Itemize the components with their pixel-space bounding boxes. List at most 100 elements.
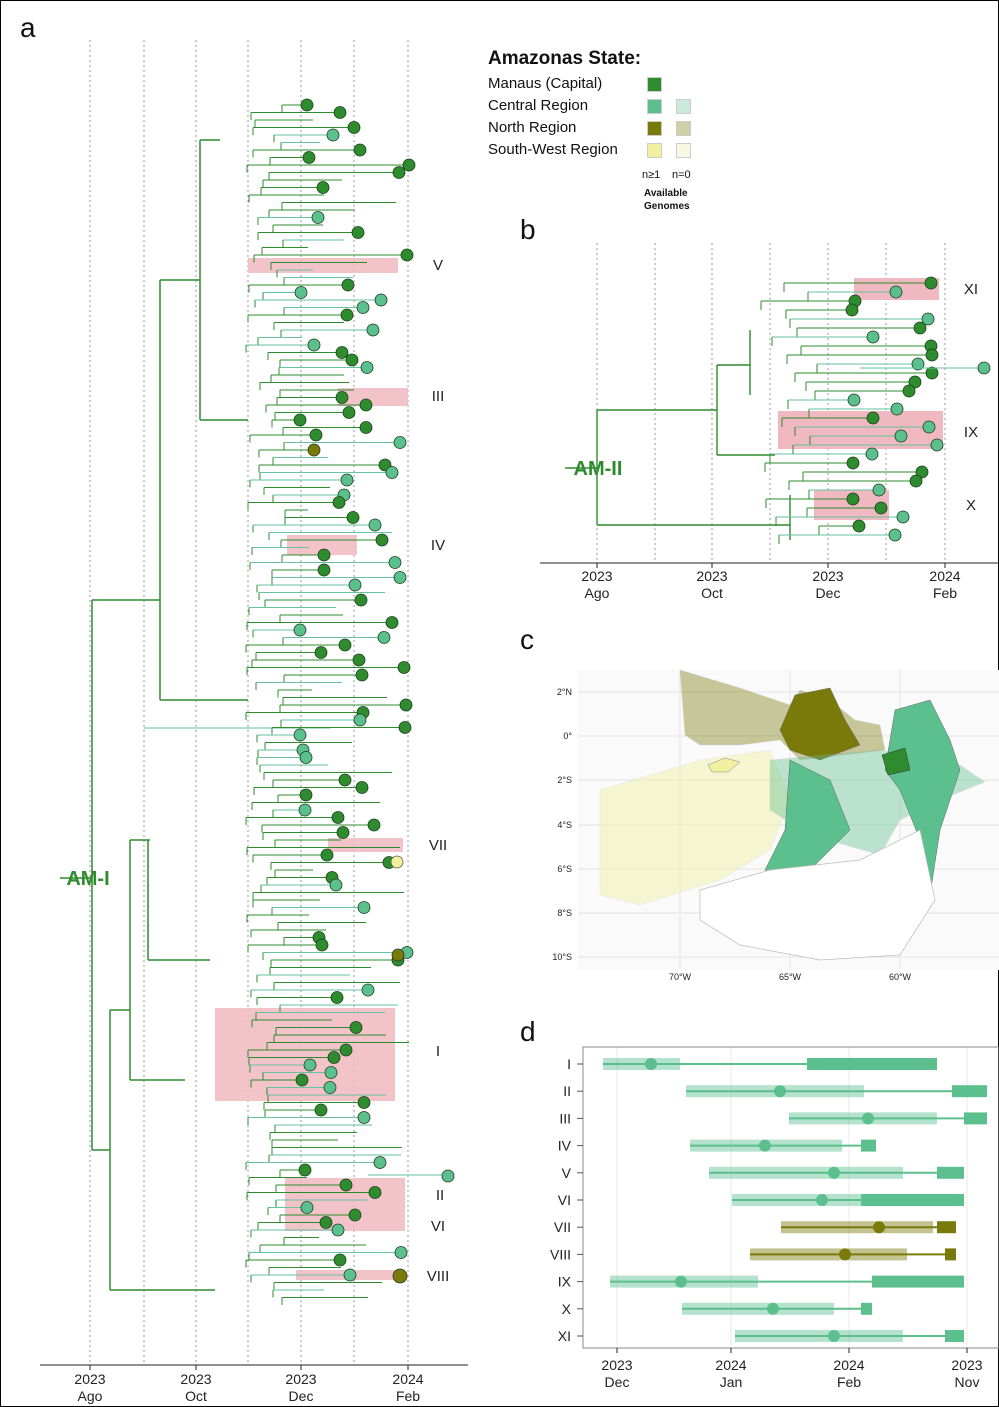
tip-point (339, 1043, 353, 1057)
tip-point (324, 1066, 338, 1079)
interval-range (861, 1139, 876, 1152)
tip-point (293, 728, 307, 742)
tip-point (331, 811, 345, 824)
tick-label: Ago (585, 585, 610, 601)
tip-point (314, 646, 328, 659)
tip-point (357, 1111, 371, 1124)
lon-label: 70°W (669, 972, 692, 982)
tip-point (317, 563, 331, 577)
interval-point (862, 1112, 874, 1125)
tip-point (874, 501, 888, 515)
tip-point (911, 357, 925, 371)
tick-label: Ago (78, 1388, 103, 1404)
category-label: V (562, 1165, 572, 1181)
lat-label: 2°S (557, 775, 572, 785)
tip-point (326, 128, 340, 142)
cluster-label: VII (429, 837, 447, 854)
tip-point (977, 361, 991, 375)
lineage-label: AM-II (574, 458, 623, 480)
tick-label: 2023 (581, 568, 612, 584)
tip-point (314, 1103, 328, 1117)
tip-point (319, 1216, 333, 1229)
interval-point (816, 1194, 828, 1206)
lat-label: 10°S (552, 952, 572, 962)
cluster-label: VIII (427, 1268, 450, 1285)
legend-swatch (647, 99, 662, 114)
tip-point (340, 473, 354, 487)
lon-label: 65°W (779, 972, 802, 982)
tick-label: Nov (955, 1374, 980, 1390)
tip-point (341, 278, 355, 292)
cluster-label: VI (431, 1218, 445, 1235)
tip-point (342, 406, 356, 419)
cluster-label: II (436, 1187, 444, 1204)
tip-point (925, 366, 939, 380)
tip-point (388, 556, 402, 569)
interval-point (839, 1248, 851, 1261)
interval-range (945, 1330, 964, 1342)
tick-label: Feb (837, 1374, 861, 1390)
legend-swatch (647, 77, 662, 92)
tip-point (309, 428, 323, 442)
tip-point (915, 465, 929, 479)
interval-point (828, 1330, 840, 1342)
legend-swatch (676, 99, 691, 114)
tick-label: 2024 (929, 568, 960, 584)
tip-point (339, 1178, 353, 1192)
tip-point (307, 338, 321, 352)
tip-point (354, 593, 368, 607)
interval-range (750, 1248, 907, 1261)
map-region-southwest (599, 749, 791, 906)
tick-label: Jan (720, 1374, 743, 1390)
tick-label: 2024 (833, 1357, 864, 1373)
tip-point (865, 447, 879, 461)
tick-label: 2023 (696, 568, 727, 584)
tick-label: 2023 (601, 1357, 632, 1373)
cluster-label: X (966, 497, 976, 514)
interval-point (675, 1275, 687, 1288)
cluster-highlight (248, 258, 398, 273)
legend-swatch (647, 143, 662, 158)
legend-row-southwest: South-West Region (488, 140, 718, 162)
tip-point (922, 420, 936, 434)
tip-point (335, 391, 349, 404)
tip-point (394, 1246, 408, 1259)
tip-point (385, 616, 399, 629)
interval-range (872, 1275, 964, 1288)
tip-point (373, 1156, 387, 1169)
legend-label: North Region (488, 119, 577, 136)
tip-point (294, 286, 308, 299)
tip-point (368, 518, 382, 532)
tip-point (300, 98, 314, 112)
tip-point (299, 788, 313, 802)
tip-point (333, 106, 347, 119)
legend: Amazonas State: Manaus (Capital) Central… (488, 48, 718, 212)
tip-point (368, 1186, 382, 1199)
tip-point (330, 991, 344, 1004)
tip-point (398, 721, 412, 734)
tip-point (317, 548, 331, 562)
legend-label: South-West Region (488, 141, 618, 158)
tip-point (336, 826, 350, 839)
tip-point (847, 393, 861, 407)
legend-row-manaus: Manaus (Capital) (488, 74, 718, 96)
tip-point (307, 443, 321, 457)
tip-point (293, 413, 307, 427)
tip-point (300, 1201, 314, 1214)
cluster-label: I (436, 1043, 440, 1060)
tip-point (345, 353, 359, 367)
interval-range (952, 1085, 987, 1098)
tip-point (352, 653, 366, 667)
tip-point (391, 948, 405, 962)
legend-row-central: Central Region (488, 96, 718, 118)
tip-point (894, 429, 908, 443)
interval-range (861, 1302, 872, 1315)
tip-point (385, 466, 399, 479)
tip-point (397, 661, 411, 674)
tip-point (359, 398, 373, 412)
interval-range (807, 1058, 937, 1070)
legend-swatch (676, 121, 691, 136)
interval-range (945, 1248, 956, 1261)
tip-point (332, 496, 346, 509)
